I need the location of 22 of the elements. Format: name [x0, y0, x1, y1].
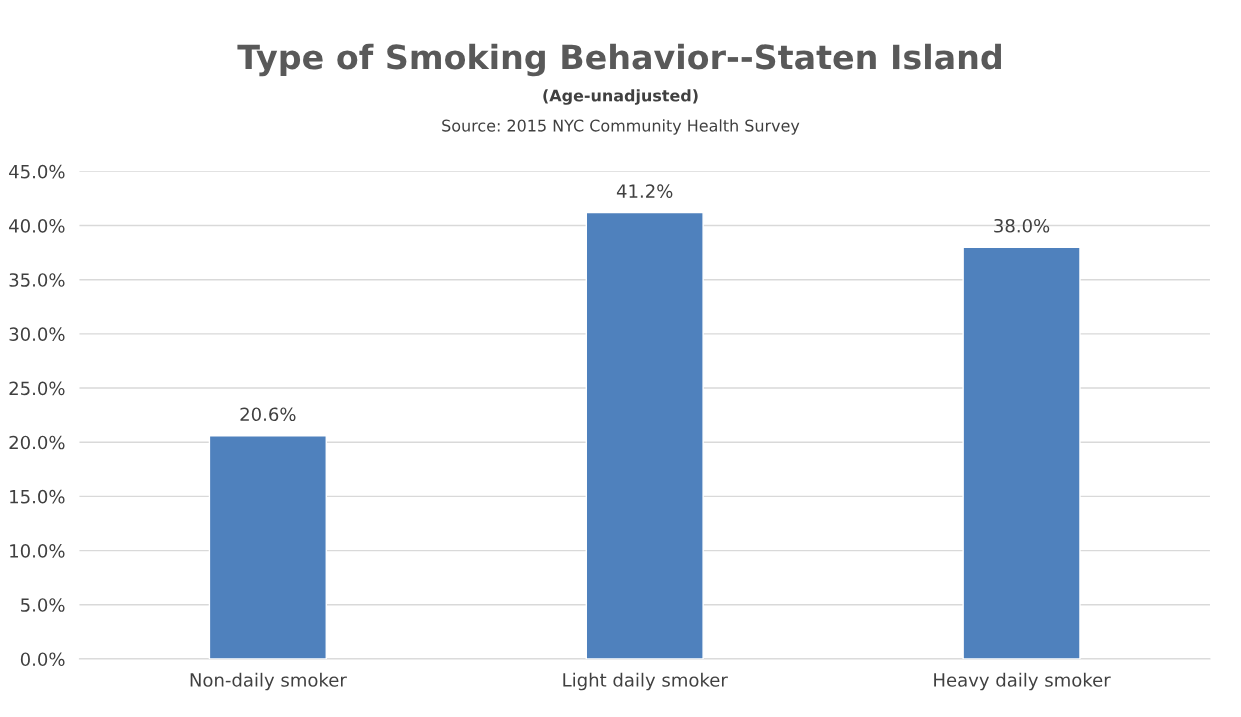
- data-label: 38.0%: [994, 218, 1050, 233]
- x-tick-label: Light daily smoker: [563, 672, 728, 691]
- source-note: Source: 2015 NYC Community Health Survey: [442, 119, 800, 135]
- bar: [962, 246, 1081, 659]
- chart-subtitle: (Age-unadjusted): [543, 89, 698, 105]
- y-tick-label: 35.0%: [9, 273, 65, 287]
- y-tick-label: 5.0%: [21, 598, 65, 612]
- bar: [208, 435, 327, 659]
- x-tick-label: Non-daily smoker: [190, 672, 347, 691]
- data-label: 41.2%: [616, 184, 673, 198]
- x-tick-label: Heavy daily smoker: [934, 672, 1111, 691]
- y-tick-label: 0.0%: [20, 652, 65, 667]
- y-tick-label: 20.0%: [9, 435, 65, 450]
- bar: [585, 211, 704, 659]
- chart-title: Type of Smoking Behavior--Staten Island: [237, 43, 1001, 77]
- y-tick-label: 10.0%: [10, 544, 65, 558]
- data-label: 20.6%: [240, 407, 296, 422]
- y-tick-label: 15.0%: [10, 489, 65, 504]
- y-tick-label: 30.0%: [9, 327, 65, 341]
- y-tick-label: 45.0%: [9, 164, 65, 179]
- y-tick-label: 25.0%: [9, 381, 65, 396]
- y-tick-label: 40.0%: [9, 219, 65, 233]
